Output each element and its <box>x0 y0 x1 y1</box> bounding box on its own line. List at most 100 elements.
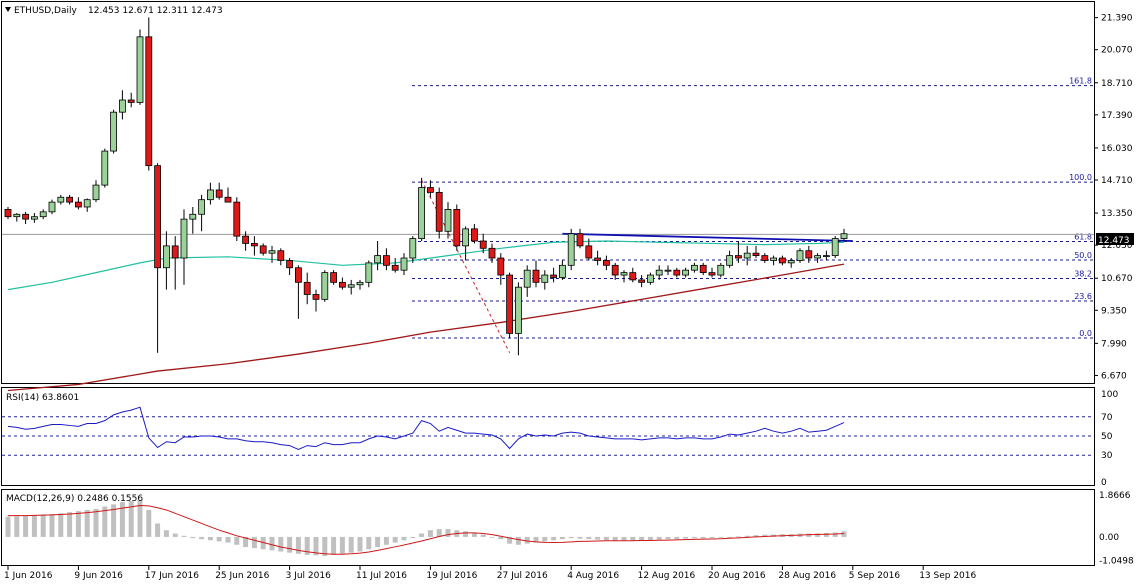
macd-histogram-bar <box>401 536 407 541</box>
candle-body <box>594 257 601 261</box>
fib-level-label: 61.8 <box>1074 232 1092 241</box>
fib-level-label: 0.0 <box>1079 329 1092 338</box>
candle-body <box>101 150 109 186</box>
candle-body <box>382 255 390 266</box>
candle-body <box>717 264 725 276</box>
candle-body <box>805 250 813 259</box>
candle-body <box>347 284 355 288</box>
fib-level-label: 50.0 <box>1074 251 1092 260</box>
macd-histogram-bar <box>357 536 363 552</box>
macd-histogram-bar <box>181 535 187 537</box>
y-tick-label: 9.350 <box>1101 306 1127 316</box>
candle-body <box>391 264 399 271</box>
candle-body <box>629 272 637 281</box>
macd-histogram-bar <box>5 516 11 537</box>
macd-histogram-bar <box>832 532 838 537</box>
macd-histogram-bar <box>331 536 337 555</box>
candle-body <box>162 245 170 269</box>
macd-histogram-bar <box>58 513 64 537</box>
macd-histogram-bar <box>23 515 29 537</box>
candle-body <box>286 260 294 269</box>
candle-body <box>585 245 593 259</box>
macd-histogram-bar <box>700 536 706 539</box>
candle-body <box>470 228 478 242</box>
candle-body <box>233 201 241 237</box>
macd-histogram-bar <box>744 535 750 537</box>
candle-body <box>435 191 443 232</box>
candle-body <box>647 274 654 283</box>
x-tick-label: 20 Aug 2016 <box>708 571 766 581</box>
macd-histogram-bar <box>621 536 627 541</box>
candle-body <box>110 111 117 152</box>
candle-body <box>787 260 795 264</box>
candle-body <box>330 272 338 283</box>
y-tick-label: 10.670 <box>1101 274 1133 284</box>
rsi-tick-label: 100 <box>1101 390 1118 400</box>
macd-histogram-bar <box>674 536 680 540</box>
ma-slow-line <box>7 263 845 392</box>
candle-body <box>620 272 628 276</box>
x-tick-label: 12 Aug 2016 <box>638 571 696 581</box>
macd-histogram-bar <box>436 529 442 537</box>
candle-body <box>735 255 742 259</box>
macd-histogram-bar <box>190 536 196 539</box>
macd-histogram-bar <box>375 536 381 548</box>
candle-body <box>75 201 82 208</box>
macd-histogram-bar <box>322 536 328 557</box>
macd-histogram-bar <box>84 509 90 537</box>
x-tick-label: 11 Jul 2016 <box>356 571 407 581</box>
macd-histogram-bar <box>383 536 389 545</box>
rsi-tick-label: 0 <box>1101 478 1107 488</box>
candle-body <box>312 294 320 300</box>
y-tick-label: 16.030 <box>1101 144 1133 154</box>
macd-tick-label: 0.00 <box>1099 533 1119 543</box>
macd-histogram-bar <box>111 504 117 537</box>
candle-body <box>66 196 73 203</box>
candle-body <box>506 274 514 334</box>
macd-histogram-bar <box>243 536 249 548</box>
candle-body <box>259 245 267 254</box>
macd-histogram-bar <box>568 536 574 539</box>
candle-body <box>699 264 707 274</box>
candle-body <box>840 233 848 239</box>
macd-histogram-bar <box>718 536 724 538</box>
main-panel <box>1 1 1095 384</box>
macd-histogram-bar <box>119 502 125 537</box>
macd-histogram-bar <box>471 532 477 537</box>
macd-histogram-bar <box>172 533 178 537</box>
x-tick-label: 9 Jun 2016 <box>74 571 123 581</box>
macd-histogram-bar <box>691 536 697 539</box>
candle-body <box>682 269 689 276</box>
candle-body <box>664 269 672 272</box>
macd-histogram-bar <box>445 529 451 537</box>
symbol-dropdown-icon[interactable] <box>5 7 11 12</box>
candle-body <box>268 250 276 254</box>
candle-body <box>761 255 769 261</box>
macd-histogram-bar <box>542 536 548 542</box>
candle-body <box>497 257 505 276</box>
macd-histogram-bar <box>639 536 645 541</box>
macd-histogram-bar <box>392 536 398 543</box>
macd-histogram-bar <box>339 536 345 554</box>
macd-histogram-bar <box>93 508 99 537</box>
candle-body <box>39 211 47 218</box>
candle-body <box>550 274 557 278</box>
candle-body <box>242 235 250 244</box>
current-price-badge <box>1096 233 1134 245</box>
x-tick-label: 5 Sep 2016 <box>849 571 901 581</box>
candle-body <box>726 255 733 266</box>
macd-histogram-bar <box>480 534 486 537</box>
x-tick-label: 17 Jun 2016 <box>145 571 199 581</box>
macd-histogram-bar <box>216 536 222 542</box>
fib-level-label: 23.6 <box>1074 292 1092 301</box>
x-tick-label: 28 Aug 2016 <box>778 571 836 581</box>
candle-body <box>515 286 522 334</box>
macd-histogram-bar <box>304 536 310 555</box>
candle-body <box>541 274 549 283</box>
macd-histogram-bar <box>595 536 601 540</box>
candle-body <box>294 267 302 283</box>
candle-body <box>603 260 610 266</box>
candle-body <box>796 250 804 261</box>
candle-body <box>206 189 214 201</box>
